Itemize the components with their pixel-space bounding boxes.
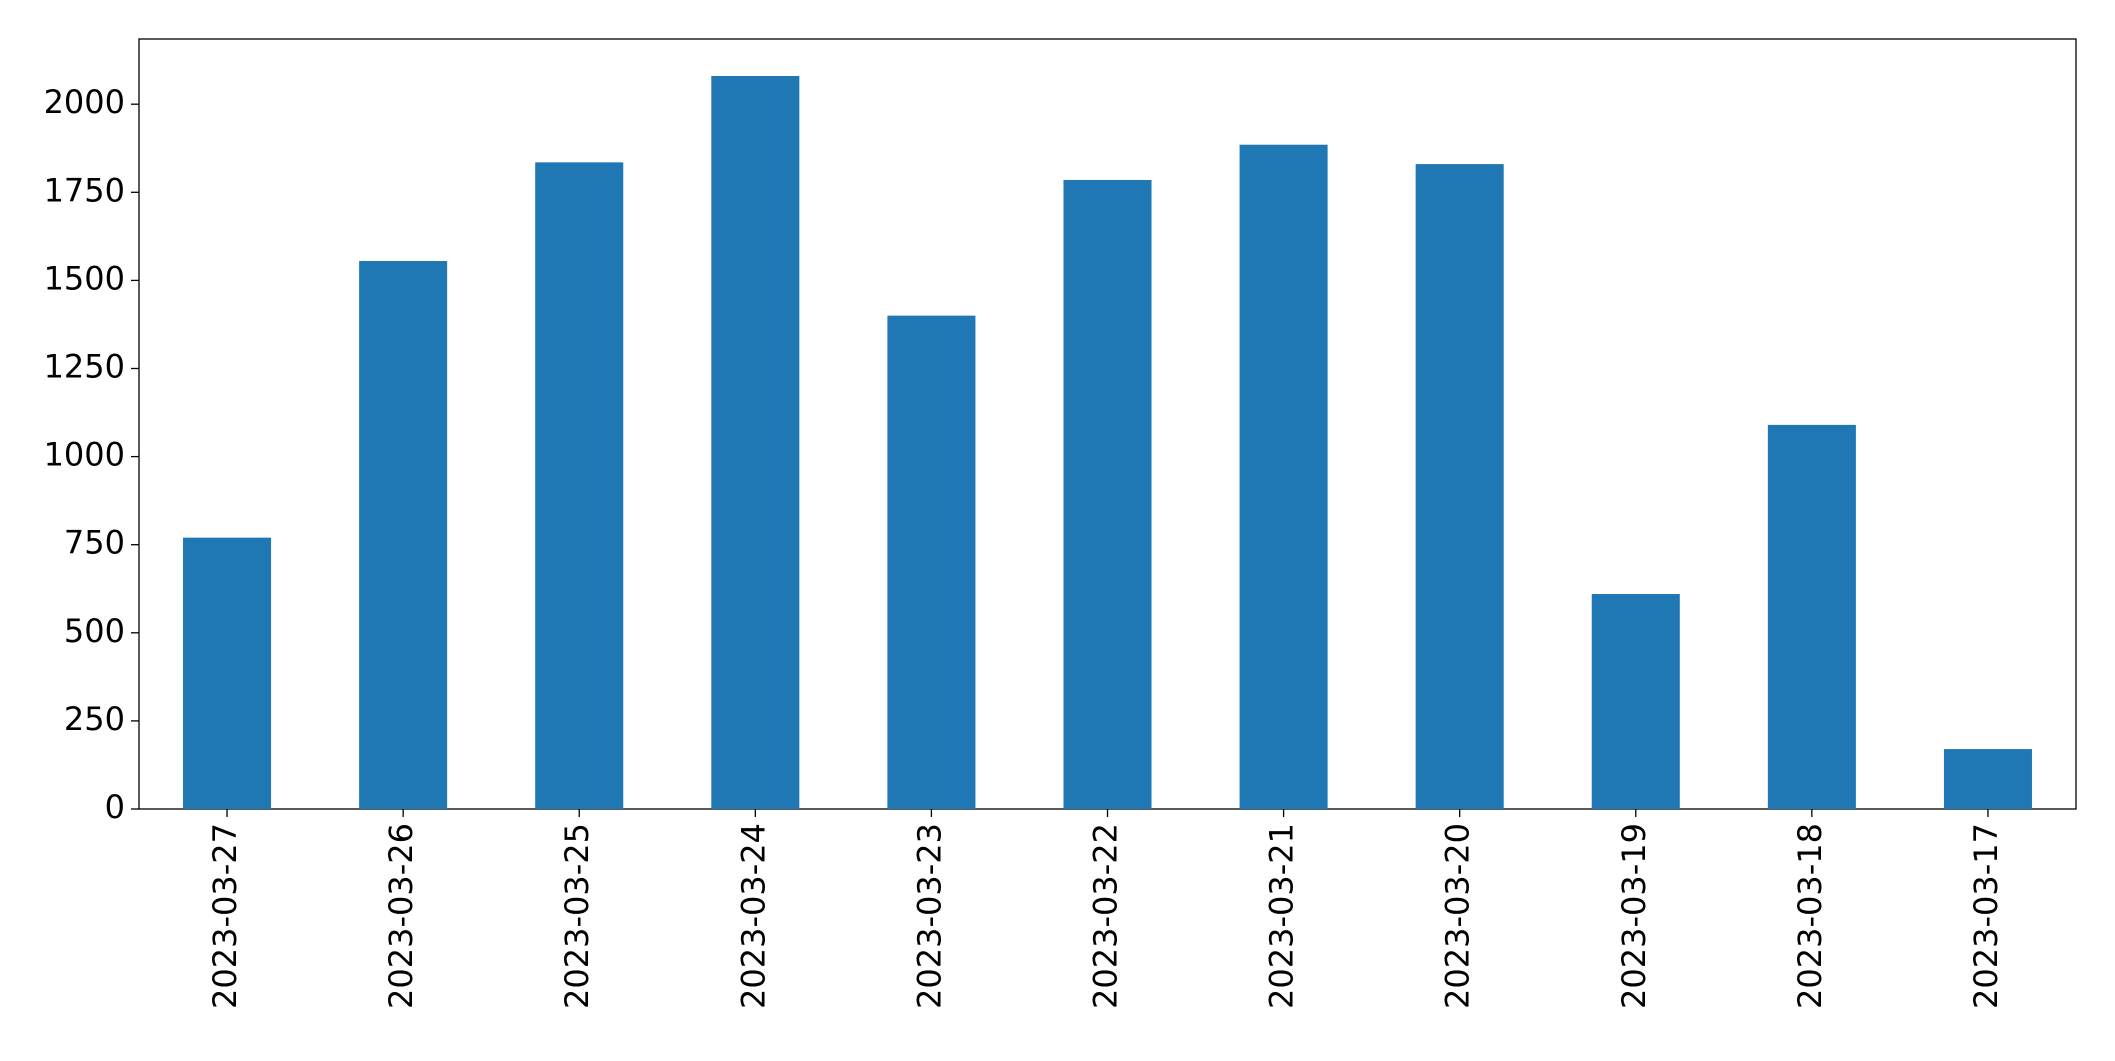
x-tick-label: 2023-03-25 bbox=[558, 823, 596, 1009]
x-tick-label: 2023-03-18 bbox=[1791, 823, 1829, 1009]
bar bbox=[1943, 749, 2032, 809]
bar bbox=[1767, 424, 1856, 809]
bar bbox=[359, 261, 448, 809]
x-tick-label: 2023-03-20 bbox=[1439, 823, 1477, 1009]
y-tick-label: 1000 bbox=[44, 436, 125, 474]
bar bbox=[1063, 179, 1152, 809]
bar bbox=[1415, 164, 1504, 810]
x-tick-label: 2023-03-21 bbox=[1263, 823, 1301, 1009]
y-tick-label: 750 bbox=[64, 524, 125, 562]
bar bbox=[887, 315, 976, 809]
bar bbox=[1591, 594, 1680, 809]
y-tick-label: 1500 bbox=[44, 259, 125, 297]
bar bbox=[183, 537, 272, 809]
bar bbox=[1239, 144, 1328, 809]
x-tick-label: 2023-03-26 bbox=[382, 823, 420, 1009]
y-tick-label: 250 bbox=[64, 700, 125, 738]
y-tick-label: 1250 bbox=[44, 347, 125, 385]
y-tick-label: 0 bbox=[105, 788, 125, 826]
x-tick-label: 2023-03-24 bbox=[734, 823, 772, 1009]
x-tick-label: 2023-03-19 bbox=[1615, 823, 1653, 1009]
y-tick-label: 2000 bbox=[44, 83, 125, 121]
bar bbox=[535, 162, 624, 810]
y-tick-label: 500 bbox=[64, 612, 125, 650]
y-tick-label: 1750 bbox=[44, 171, 125, 209]
x-tick-label: 2023-03-23 bbox=[910, 823, 948, 1009]
bar bbox=[711, 76, 800, 809]
x-tick-label: 2023-03-22 bbox=[1087, 823, 1125, 1009]
x-tick-label: 2023-03-27 bbox=[206, 823, 244, 1009]
x-tick-label: 2023-03-17 bbox=[1967, 823, 2005, 1009]
